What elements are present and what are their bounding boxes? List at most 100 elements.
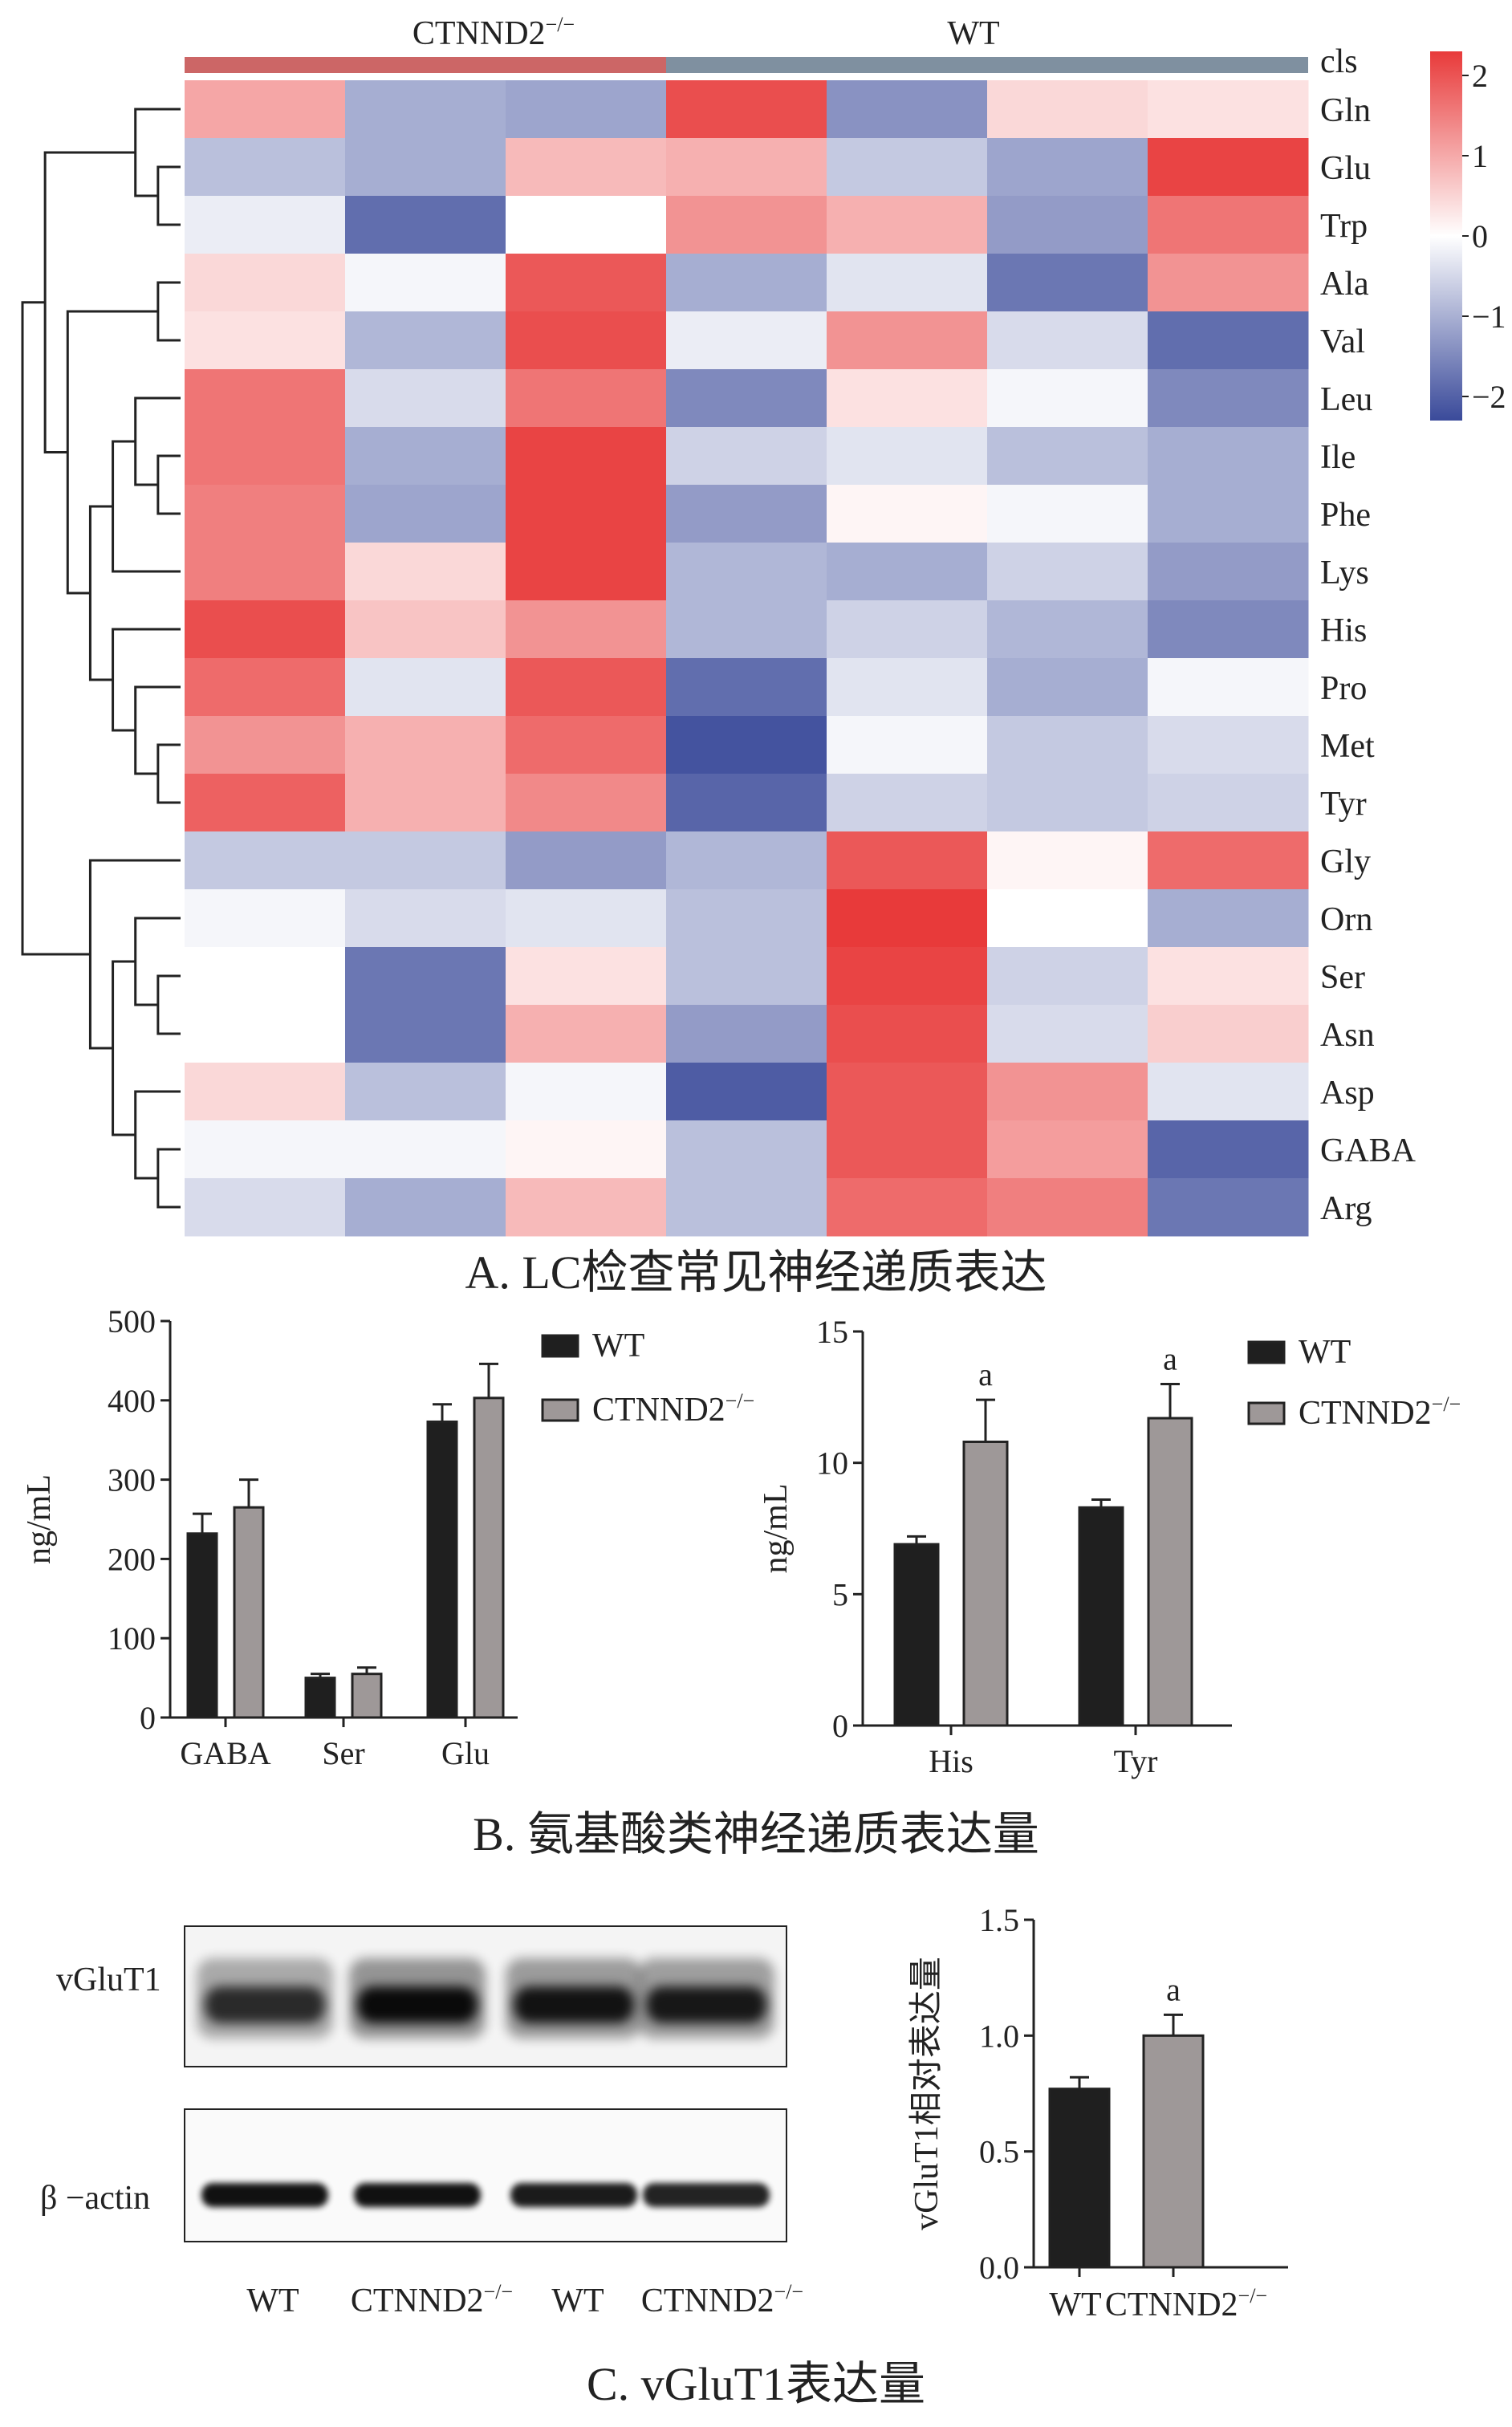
caption-a: A. LC检查常见神经递质表达 xyxy=(465,1246,1047,1299)
dendrogram-branch xyxy=(156,165,181,226)
heatmap-cell xyxy=(185,485,346,543)
x-tick-label-main: CTNND2 xyxy=(1105,2287,1238,2323)
y-tick-label: 500 xyxy=(108,1303,156,1340)
heatmap-cell xyxy=(506,1178,667,1237)
heatmap-cell xyxy=(345,1063,506,1121)
x-tick-label-sup: −/− xyxy=(1238,2284,1268,2307)
dendrogram-branch xyxy=(112,960,136,1136)
y-tick-label: 1.0 xyxy=(979,2018,1019,2054)
heatmap-cell xyxy=(666,485,827,543)
heatmap-cell xyxy=(345,774,506,832)
cls-bar-ctnnd2 xyxy=(185,57,666,73)
heatmap-cell xyxy=(666,196,827,254)
heatmap-cell xyxy=(827,254,988,312)
x-tick-label: CTNND2−/− xyxy=(1105,2284,1267,2323)
dendrogram-branch xyxy=(21,301,91,956)
heatmap-cell xyxy=(666,774,827,832)
heatmap-cell xyxy=(827,1063,988,1121)
heatmap-cell xyxy=(185,831,346,890)
heatmap-cell xyxy=(666,1063,827,1121)
heatmap-cell xyxy=(666,1120,827,1179)
row-label: Ser xyxy=(1320,959,1365,996)
heatmap-cell xyxy=(987,1063,1148,1121)
row-label: Phe xyxy=(1320,497,1371,534)
heatmap-cell xyxy=(1148,311,1309,370)
heatmap-cell xyxy=(987,1120,1148,1179)
heatmap-cell xyxy=(666,889,827,948)
colorbar-tick-label: 2 xyxy=(1472,58,1488,94)
significance-label: a xyxy=(1163,1340,1177,1376)
colorbar-tick-label: −2 xyxy=(1472,379,1506,415)
beta-actin-band xyxy=(510,2183,637,2207)
heatmap-cell xyxy=(987,138,1148,197)
y-tick-label: 300 xyxy=(108,1462,156,1498)
heatmap-cell xyxy=(666,1005,827,1063)
heatmap-cell xyxy=(185,889,346,948)
dendrogram-branch xyxy=(156,454,181,515)
heatmap-cell xyxy=(345,831,506,890)
heatmap-cell xyxy=(827,543,988,601)
heatmap-cell xyxy=(666,1178,827,1237)
heatmap-cell xyxy=(987,427,1148,486)
heatmap-cell xyxy=(1148,600,1309,659)
significance-label: a xyxy=(978,1356,993,1392)
heatmap-cell xyxy=(345,427,506,486)
beta-actin-bands xyxy=(201,2183,770,2207)
lane-label-4: CTNND2−/− xyxy=(641,2280,803,2319)
heatmap-cell xyxy=(185,600,346,659)
row-label: Met xyxy=(1320,728,1375,765)
heatmap-cell xyxy=(987,1005,1148,1063)
cls-label: cls xyxy=(1320,43,1358,80)
legend-label-wt: WT xyxy=(1299,1334,1351,1371)
dendrogram-branch xyxy=(156,974,181,1035)
row-label: Ala xyxy=(1320,266,1369,303)
heatmap-cell xyxy=(666,543,827,601)
heatmap-cell xyxy=(345,369,506,428)
row-label: GABA xyxy=(1320,1132,1416,1169)
row-label: Leu xyxy=(1320,381,1372,418)
x-tick-label: Ser xyxy=(322,1735,364,1771)
group-label-wt: WT xyxy=(947,15,999,52)
dendrogram-branch xyxy=(43,151,136,453)
row-label: Gln xyxy=(1320,92,1371,129)
heatmap-cell xyxy=(666,716,827,774)
x-tick-label: GABA xyxy=(180,1735,270,1771)
heatmap-cell xyxy=(827,80,988,139)
heatmap-cell xyxy=(506,427,667,486)
colorbar-tick-label: 1 xyxy=(1472,138,1488,174)
y-tick-label: 200 xyxy=(108,1541,156,1577)
heatmap-cell xyxy=(666,831,827,890)
heatmap-cell xyxy=(1148,1120,1309,1179)
heatmap-cell xyxy=(1148,543,1309,601)
lane-label-2: CTNND2−/− xyxy=(351,2280,513,2319)
heatmap-cell xyxy=(666,311,827,370)
heatmap-cell xyxy=(827,831,988,890)
heatmap-cell xyxy=(987,1178,1148,1237)
heatmap-cell xyxy=(827,311,988,370)
chart-b2: 0 5 10 15 ng/mL His a Tyr a xyxy=(758,1314,1232,1779)
cls-bar-wt xyxy=(666,57,1308,73)
dendrogram-branch xyxy=(112,628,181,732)
heatmap-cell xyxy=(345,254,506,312)
heatmap-cell xyxy=(345,889,506,948)
row-label: Lys xyxy=(1320,555,1369,592)
y-tick-label: 100 xyxy=(108,1620,156,1657)
heatmap-cell xyxy=(506,311,667,370)
bar xyxy=(1142,2034,1205,2269)
row-label: Gly xyxy=(1320,844,1371,880)
bar xyxy=(962,1440,1009,1727)
heatmap-cell xyxy=(827,600,988,659)
row-label: Orn xyxy=(1320,901,1372,938)
heatmap-cell xyxy=(1148,774,1309,832)
heatmap-cell xyxy=(506,947,667,1006)
vglut1-band xyxy=(646,1986,766,2023)
heatmap-cell xyxy=(506,254,667,312)
heatmap-cell xyxy=(506,1120,667,1179)
heatmap-cell xyxy=(506,80,667,139)
heatmap-cell xyxy=(987,485,1148,543)
heatmap-cell xyxy=(185,80,346,139)
x-tick-label: His xyxy=(929,1743,973,1779)
heatmap-cell xyxy=(506,658,667,717)
legend-b1: WT CTNND2−/− xyxy=(541,1327,754,1429)
heatmap-cell xyxy=(827,138,988,197)
